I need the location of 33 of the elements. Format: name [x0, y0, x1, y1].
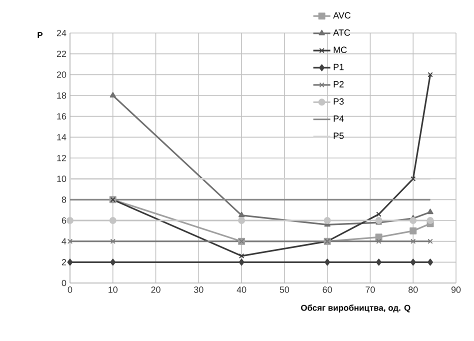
y-tick-label: 12 [57, 154, 66, 162]
y-tick-label: 20 [56, 71, 66, 78]
x-tick-label: 50 [280, 286, 290, 293]
legend-label: P2 [334, 81, 344, 88]
y-tick-label: 8 [62, 196, 66, 203]
x-tick-label: 0 [68, 286, 72, 293]
legend-label: ATC [333, 29, 350, 36]
y-tick-label: 6 [62, 217, 66, 224]
x-tick-label: 30 [194, 286, 204, 293]
y-tick-label: 2 [62, 259, 66, 266]
y-tick-label: 22 [56, 50, 66, 57]
y-tick-label: 10 [57, 176, 66, 182]
y-tick-label: 14 [57, 134, 66, 140]
x-tick-label: 60 [322, 286, 332, 293]
x-tick-label: 10 [108, 286, 118, 293]
x-tick-label: 40 [236, 286, 246, 293]
legend-label: P5 [334, 132, 344, 139]
y-tick-label: 24 [56, 30, 66, 36]
y-axis-title: P [38, 32, 43, 38]
x-axis-title: Обсяг виробництва, од. Q [301, 304, 410, 312]
y-tick-label: 18 [57, 92, 66, 99]
x-tick-label: 80 [408, 286, 418, 293]
x-tick-label: 90 [451, 286, 461, 293]
legend-label: P3 [334, 98, 344, 105]
y-tick-label: 4 [62, 238, 66, 244]
legend-label: P4 [334, 116, 344, 122]
y-tick-label: 16 [57, 113, 66, 120]
legend-label: MC [334, 46, 347, 54]
legend-label: AVC [333, 12, 351, 19]
x-tick-label: 20 [151, 286, 160, 293]
y-tick-label: 0 [62, 280, 66, 286]
legend-label: P1 [334, 64, 344, 70]
x-tick-label: 70 [366, 286, 375, 293]
